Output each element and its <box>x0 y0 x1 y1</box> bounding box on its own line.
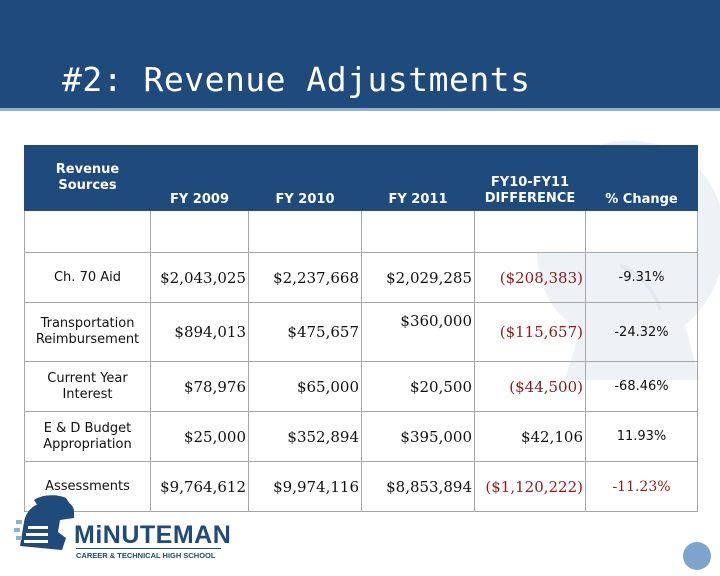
row-fy2010: $9,974,116 <box>248 461 362 512</box>
row-fy2011: $20,500 <box>361 361 475 412</box>
row-source: Ch. 70 Aid <box>24 252 151 303</box>
header-fy2011: FY 2011 <box>361 145 475 211</box>
row-fy2011: $395,000 <box>361 411 475 462</box>
revenue-table: Revenue Sources FY 2009 FY 2010 FY 2011 … <box>24 145 698 512</box>
table-row: Assessments $9,764,612 $9,974,116 $8,853… <box>24 461 698 512</box>
table-header-row: Revenue Sources FY 2009 FY 2010 FY 2011 … <box>24 145 698 211</box>
row-percent-change: -24.32% <box>585 302 698 362</box>
row-fy2011: $8,853,894 <box>361 461 475 512</box>
title-divider <box>0 108 720 111</box>
minuteman-logo-icon <box>14 495 74 550</box>
row-fy2010: $65,000 <box>248 361 362 412</box>
corner-circle-decoration <box>683 542 711 570</box>
row-fy2011: $360,000 <box>361 302 475 362</box>
header-percent-change: % Change <box>585 145 698 211</box>
row-percent-change: -9.31% <box>585 252 698 303</box>
row-difference: ($1,120,222) <box>474 461 586 512</box>
row-difference: $42,106 <box>474 411 586 462</box>
row-source: Transportation Reimbursement <box>24 302 151 362</box>
table-spacer-row <box>24 210 698 253</box>
row-percent-change: 11.93% <box>585 411 698 462</box>
row-difference: ($115,657) <box>474 302 586 362</box>
row-source: Current Year Interest <box>24 361 151 412</box>
table-row: Ch. 70 Aid $2,043,025 $2,237,668 $2,029,… <box>24 252 698 303</box>
header-revenue-sources: Revenue Sources <box>24 145 151 211</box>
row-fy2010: $475,657 <box>248 302 362 362</box>
header-difference-line2: DIFFERENCE <box>484 191 576 206</box>
row-fy2009: $9,764,612 <box>150 461 249 512</box>
header-difference: FY10-FY11 DIFFERENCE <box>474 145 586 211</box>
row-difference: ($44,500) <box>474 361 586 412</box>
table-row: Transportation Reimbursement $894,013 $4… <box>24 302 698 362</box>
logo-subtitle: CAREER & TECHNICAL HIGH SCHOOL <box>76 551 216 560</box>
row-fy2009: $2,043,025 <box>150 252 249 303</box>
table-row: E & D Budget Appropriation $25,000 $352,… <box>24 411 698 462</box>
row-fy2009: $894,013 <box>150 302 249 362</box>
row-fy2010: $352,894 <box>248 411 362 462</box>
row-source: E & D Budget Appropriation <box>24 411 151 462</box>
table-row: Current Year Interest $78,976 $65,000 $2… <box>24 361 698 412</box>
row-fy2010: $2,237,668 <box>248 252 362 303</box>
slide-title: #2: Revenue Adjustments <box>62 60 531 99</box>
header-difference-line1: FY10-FY11 <box>490 175 570 190</box>
row-fy2009: $78,976 <box>150 361 249 412</box>
row-percent-change: -68.46% <box>585 361 698 412</box>
header-fy2009: FY 2009 <box>150 145 249 211</box>
row-fy2011: $2,029,285 <box>361 252 475 303</box>
header-fy2010: FY 2010 <box>248 145 362 211</box>
row-difference: ($208,383) <box>474 252 586 303</box>
row-fy2009: $25,000 <box>150 411 249 462</box>
logo-wordmark: MiNUTEMAN <box>74 521 232 549</box>
row-percent-change: -11.23% <box>585 461 698 512</box>
logo-divider <box>76 548 221 549</box>
title-banner: #2: Revenue Adjustments <box>0 0 720 108</box>
